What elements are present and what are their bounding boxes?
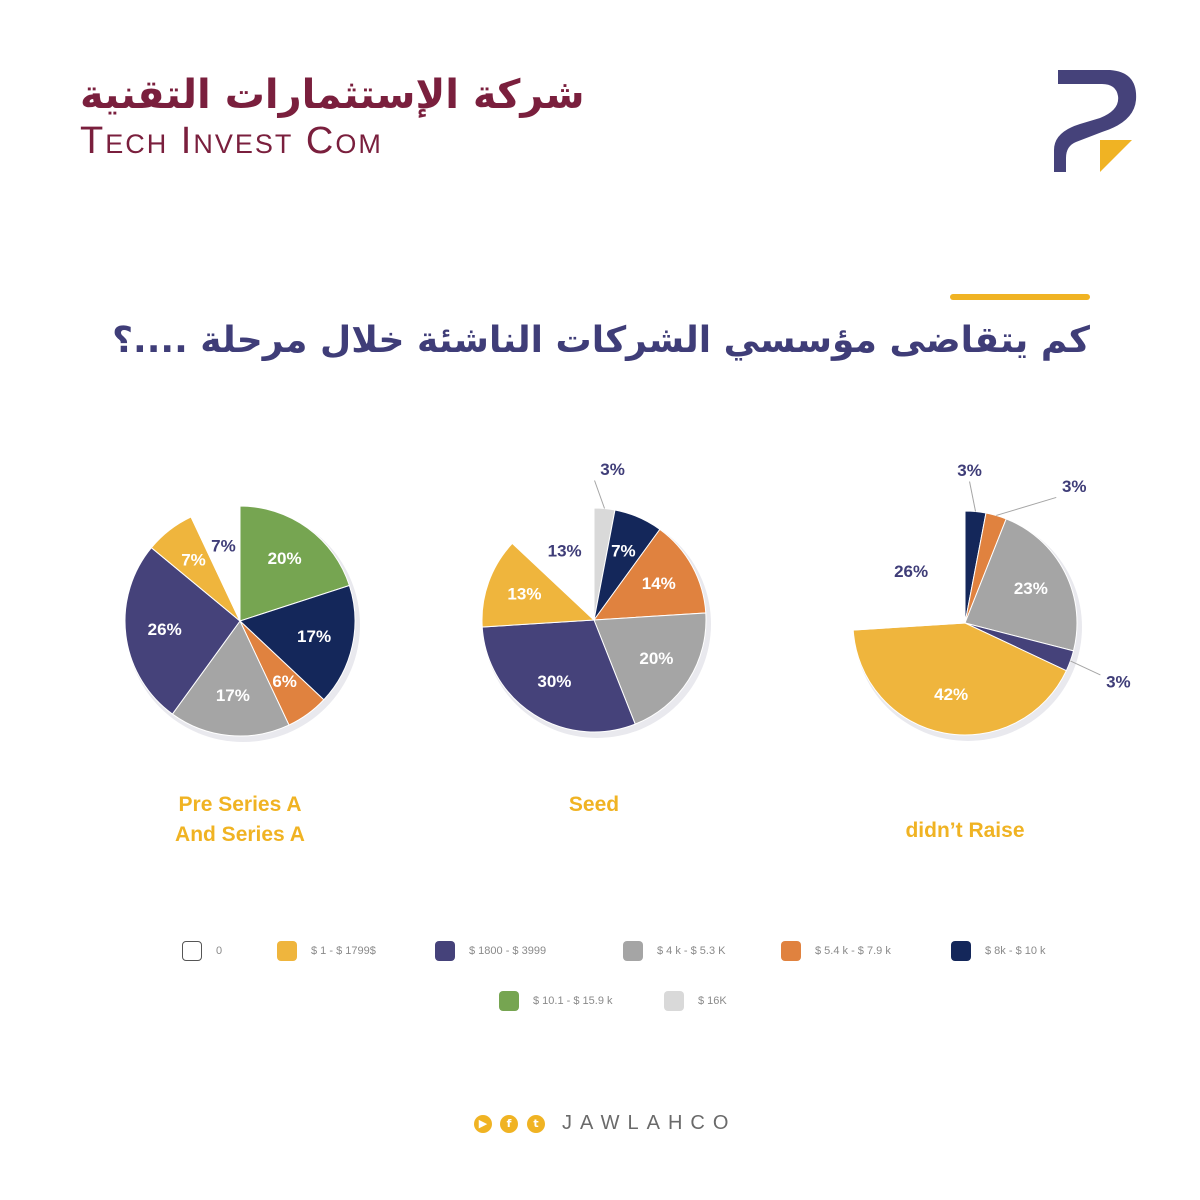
- legend-label: $ 10.1 - $ 15.9 k: [533, 995, 613, 1007]
- slice-label: 7%: [611, 542, 636, 561]
- slice-label: 13%: [507, 584, 541, 603]
- youtube-icon[interactable]: ▶: [474, 1115, 492, 1133]
- legend-swatch: [499, 991, 519, 1011]
- slice-label: 3%: [957, 461, 982, 480]
- legend-swatch: [277, 941, 297, 961]
- pie-slice: [190, 505, 241, 622]
- legend-label: $ 1 - $ 1799$: [311, 945, 376, 957]
- leader-line: [996, 496, 1057, 516]
- slice-label: 42%: [934, 685, 968, 704]
- legend-label: $ 1800 - $ 3999: [469, 945, 547, 957]
- pie-chart-2: 3% 7% 14% 20% 30% 13% 13%: [481, 460, 711, 738]
- slice-label: 7%: [181, 551, 206, 570]
- pie-slice: [852, 622, 1068, 736]
- pie-slice: [171, 620, 290, 737]
- logo-mark-icon: [1054, 70, 1137, 172]
- legend-item: $ 10.1 - $ 15.9 k: [499, 990, 613, 1012]
- chart-title-1: Pre Series A And Series A: [110, 790, 370, 850]
- legend-swatch: [623, 941, 643, 961]
- pie-charts-area: 20%17%6%17%26%7%7%3%7%14%20%30%13%13%3%3…: [124, 460, 1131, 742]
- slice-label: 26%: [894, 562, 928, 581]
- pie-slice: [852, 510, 966, 631]
- pie-slice: [593, 612, 707, 725]
- accent-divider: [950, 294, 1090, 300]
- legend-label: $ 5.4 k - $ 7.9 k: [815, 945, 891, 957]
- chart-title-2: Seed: [464, 790, 724, 820]
- pie-slice: [124, 546, 241, 715]
- slice-label: 7%: [211, 536, 236, 555]
- slice-label: 20%: [639, 649, 673, 668]
- legend-item: $ 4 k - $ 5.3 K: [623, 940, 725, 962]
- chart-title-line: And Series A: [175, 823, 305, 846]
- chart-title-line: Pre Series A: [178, 793, 302, 816]
- slice-label: 3%: [1062, 477, 1087, 496]
- legend-label: $ 4 k - $ 5.3 K: [657, 945, 726, 957]
- pie-chart-1: 20% 17% 6% 17% 26% 7% 7%: [124, 505, 360, 742]
- leader-line: [594, 480, 606, 509]
- brand-name-english: Tech Invest Com: [80, 120, 383, 162]
- slice-label: 26%: [148, 620, 182, 639]
- twitter-icon[interactable]: t: [527, 1115, 545, 1133]
- facebook-icon[interactable]: f: [500, 1115, 518, 1133]
- legend-item: $ 1 - $ 1799$: [277, 940, 376, 962]
- leader-line: [1070, 660, 1101, 676]
- pie-slice: [511, 507, 595, 622]
- legend-swatch: [951, 941, 971, 961]
- slice-label: 14%: [642, 574, 676, 593]
- legend-swatch: [664, 991, 684, 1011]
- chart-title-3: didn’t Raise: [835, 816, 1095, 846]
- slice-label: 23%: [1014, 579, 1048, 598]
- slice-label: 3%: [600, 460, 625, 479]
- pie-slice: [592, 528, 707, 621]
- pie-chart-3: 3% 3% 23% 3% 42% 26%: [852, 461, 1131, 741]
- pie-slice: [481, 542, 596, 628]
- pie-slice: [239, 584, 356, 701]
- slice-label: 30%: [537, 672, 571, 691]
- slice-label: 20%: [268, 549, 302, 568]
- pie-slice: [239, 505, 351, 622]
- legend-item: $ 5.4 k - $ 7.9 k: [781, 940, 891, 962]
- chart-title-line: Seed: [568, 793, 620, 816]
- footer-handle: JAWLAHCO: [562, 1112, 737, 1134]
- slice-label: 13%: [548, 542, 582, 561]
- legend-swatch: [435, 941, 455, 961]
- chart-title-line: didn’t Raise: [905, 819, 1025, 842]
- legend-label: $ 8k - $ 10 k: [985, 945, 1046, 957]
- page-heading: كم يتقاضى مؤسسي الشركات الناشئة خلال مرح…: [112, 320, 1090, 361]
- pie-slice: [964, 518, 1078, 652]
- legend-item: $ 16K: [664, 990, 727, 1012]
- slice-label: 6%: [272, 672, 297, 691]
- slice-label: 3%: [1106, 672, 1131, 691]
- legend-label: $ 16K: [698, 995, 727, 1007]
- legend-item: $ 1800 - $ 3999: [435, 940, 546, 962]
- slice-label: 17%: [216, 686, 250, 705]
- legend-swatch: [781, 941, 801, 961]
- brand-name-arabic: شركة الإستثمارات التقنية: [80, 72, 585, 118]
- legend-swatch: [182, 941, 202, 961]
- leader-line: [969, 481, 977, 512]
- legend-item: $ 8k - $ 10 k: [951, 940, 1046, 962]
- legend-item: 0: [182, 940, 222, 962]
- slice-label: 17%: [297, 627, 331, 646]
- pie-slice: [481, 619, 636, 733]
- legend-label: 0: [216, 945, 223, 957]
